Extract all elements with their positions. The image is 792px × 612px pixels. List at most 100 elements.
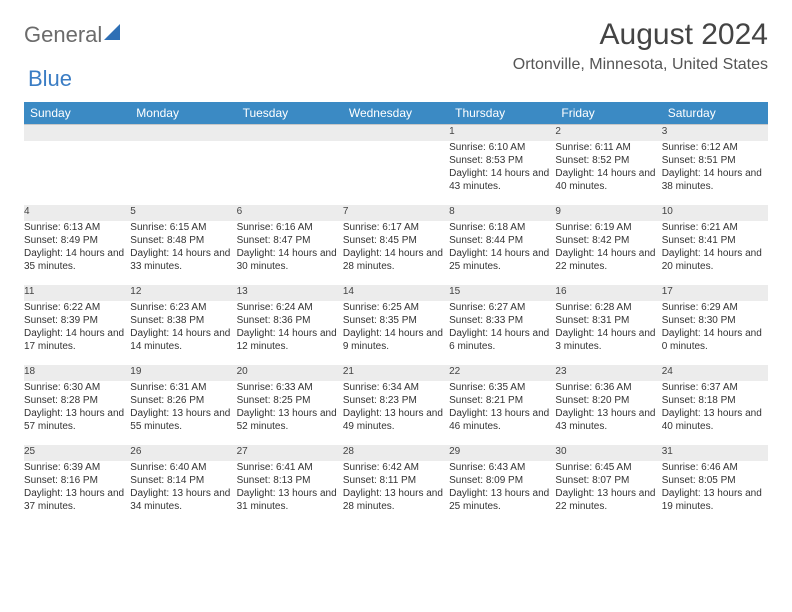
sunset-text: Sunset: 8:16 PM (24, 474, 130, 487)
daylight-text: Daylight: 13 hours and 40 minutes. (662, 407, 768, 433)
day-content-row: Sunrise: 6:39 AMSunset: 8:16 PMDaylight:… (24, 461, 768, 525)
sunrise-text: Sunrise: 6:31 AM (130, 381, 236, 394)
sunset-text: Sunset: 8:11 PM (343, 474, 449, 487)
sunrise-text: Sunrise: 6:42 AM (343, 461, 449, 474)
day-cell: Sunrise: 6:30 AMSunset: 8:28 PMDaylight:… (24, 381, 130, 445)
daylight-text: Daylight: 14 hours and 0 minutes. (662, 327, 768, 353)
sunrise-text: Sunrise: 6:41 AM (237, 461, 343, 474)
daylight-text: Daylight: 13 hours and 46 minutes. (449, 407, 555, 433)
sunset-text: Sunset: 8:39 PM (24, 314, 130, 327)
sunset-text: Sunset: 8:09 PM (449, 474, 555, 487)
dayname-header: Monday (130, 102, 236, 125)
day-cell (130, 141, 236, 205)
day-content-row: Sunrise: 6:10 AMSunset: 8:53 PMDaylight:… (24, 141, 768, 205)
day-number: 5 (130, 205, 236, 221)
sunrise-text: Sunrise: 6:21 AM (662, 221, 768, 234)
sunrise-text: Sunrise: 6:13 AM (24, 221, 130, 234)
daylight-text: Daylight: 14 hours and 25 minutes. (449, 247, 555, 273)
day-number-row: 11121314151617 (24, 285, 768, 301)
daylight-text: Daylight: 14 hours and 30 minutes. (237, 247, 343, 273)
day-cell: Sunrise: 6:43 AMSunset: 8:09 PMDaylight:… (449, 461, 555, 525)
day-cell: Sunrise: 6:21 AMSunset: 8:41 PMDaylight:… (662, 221, 768, 285)
day-cell: Sunrise: 6:18 AMSunset: 8:44 PMDaylight:… (449, 221, 555, 285)
dayname-header: Thursday (449, 102, 555, 125)
daylight-text: Daylight: 14 hours and 38 minutes. (662, 167, 768, 193)
day-number: 15 (449, 285, 555, 301)
day-cell: Sunrise: 6:16 AMSunset: 8:47 PMDaylight:… (237, 221, 343, 285)
day-number: 20 (237, 365, 343, 381)
day-cell (343, 141, 449, 205)
day-number: 16 (555, 285, 661, 301)
sunset-text: Sunset: 8:33 PM (449, 314, 555, 327)
sunrise-text: Sunrise: 6:18 AM (449, 221, 555, 234)
sunrise-text: Sunrise: 6:29 AM (662, 301, 768, 314)
day-number: 25 (24, 445, 130, 461)
day-cell: Sunrise: 6:36 AMSunset: 8:20 PMDaylight:… (555, 381, 661, 445)
daylight-text: Daylight: 14 hours and 6 minutes. (449, 327, 555, 353)
logo-text-blue: Blue (28, 66, 72, 92)
day-number: 2 (555, 125, 661, 141)
sunrise-text: Sunrise: 6:34 AM (343, 381, 449, 394)
sunset-text: Sunset: 8:51 PM (662, 154, 768, 167)
sunset-text: Sunset: 8:38 PM (130, 314, 236, 327)
sunset-text: Sunset: 8:45 PM (343, 234, 449, 247)
sunrise-text: Sunrise: 6:11 AM (555, 141, 661, 154)
calendar-table: Sunday Monday Tuesday Wednesday Thursday… (24, 102, 768, 525)
day-cell: Sunrise: 6:23 AMSunset: 8:38 PMDaylight:… (130, 301, 236, 365)
day-cell: Sunrise: 6:39 AMSunset: 8:16 PMDaylight:… (24, 461, 130, 525)
daylight-text: Daylight: 13 hours and 25 minutes. (449, 487, 555, 513)
daylight-text: Daylight: 13 hours and 31 minutes. (237, 487, 343, 513)
sunrise-text: Sunrise: 6:28 AM (555, 301, 661, 314)
calendar-body: 123 Sunrise: 6:10 AMSunset: 8:53 PMDayli… (24, 125, 768, 525)
sunrise-text: Sunrise: 6:25 AM (343, 301, 449, 314)
logo: General Blue (24, 18, 120, 92)
day-cell: Sunrise: 6:42 AMSunset: 8:11 PMDaylight:… (343, 461, 449, 525)
sunset-text: Sunset: 8:28 PM (24, 394, 130, 407)
daylight-text: Daylight: 13 hours and 28 minutes. (343, 487, 449, 513)
day-number: 1 (449, 125, 555, 141)
sunrise-text: Sunrise: 6:16 AM (237, 221, 343, 234)
sunset-text: Sunset: 8:41 PM (662, 234, 768, 247)
day-cell: Sunrise: 6:41 AMSunset: 8:13 PMDaylight:… (237, 461, 343, 525)
sunrise-text: Sunrise: 6:43 AM (449, 461, 555, 474)
day-number: 28 (343, 445, 449, 461)
day-number: 18 (24, 365, 130, 381)
day-number: 24 (662, 365, 768, 381)
daylight-text: Daylight: 13 hours and 22 minutes. (555, 487, 661, 513)
day-number: 17 (662, 285, 768, 301)
day-cell: Sunrise: 6:22 AMSunset: 8:39 PMDaylight:… (24, 301, 130, 365)
day-number (130, 125, 236, 141)
day-number-row: 123 (24, 125, 768, 141)
day-cell: Sunrise: 6:17 AMSunset: 8:45 PMDaylight:… (343, 221, 449, 285)
sunrise-text: Sunrise: 6:46 AM (662, 461, 768, 474)
logo-sail-icon (104, 24, 120, 40)
daylight-text: Daylight: 13 hours and 55 minutes. (130, 407, 236, 433)
day-cell: Sunrise: 6:35 AMSunset: 8:21 PMDaylight:… (449, 381, 555, 445)
day-number: 29 (449, 445, 555, 461)
day-number: 11 (24, 285, 130, 301)
day-number: 4 (24, 205, 130, 221)
sunrise-text: Sunrise: 6:33 AM (237, 381, 343, 394)
dayname-header: Tuesday (237, 102, 343, 125)
daylight-text: Daylight: 13 hours and 57 minutes. (24, 407, 130, 433)
day-content-row: Sunrise: 6:30 AMSunset: 8:28 PMDaylight:… (24, 381, 768, 445)
daylight-text: Daylight: 13 hours and 52 minutes. (237, 407, 343, 433)
day-number: 26 (130, 445, 236, 461)
sunrise-text: Sunrise: 6:19 AM (555, 221, 661, 234)
title-block: August 2024 Ortonville, Minnesota, Unite… (513, 18, 768, 74)
day-content-row: Sunrise: 6:13 AMSunset: 8:49 PMDaylight:… (24, 221, 768, 285)
sunset-text: Sunset: 8:18 PM (662, 394, 768, 407)
sunset-text: Sunset: 8:44 PM (449, 234, 555, 247)
day-cell: Sunrise: 6:28 AMSunset: 8:31 PMDaylight:… (555, 301, 661, 365)
sunset-text: Sunset: 8:21 PM (449, 394, 555, 407)
dayname-header: Sunday (24, 102, 130, 125)
sunset-text: Sunset: 8:53 PM (449, 154, 555, 167)
day-number: 13 (237, 285, 343, 301)
page-header: General Blue August 2024 Ortonville, Min… (24, 18, 768, 92)
daylight-text: Daylight: 14 hours and 28 minutes. (343, 247, 449, 273)
daylight-text: Daylight: 14 hours and 43 minutes. (449, 167, 555, 193)
day-cell: Sunrise: 6:11 AMSunset: 8:52 PMDaylight:… (555, 141, 661, 205)
day-cell: Sunrise: 6:29 AMSunset: 8:30 PMDaylight:… (662, 301, 768, 365)
day-number: 23 (555, 365, 661, 381)
daylight-text: Daylight: 14 hours and 20 minutes. (662, 247, 768, 273)
